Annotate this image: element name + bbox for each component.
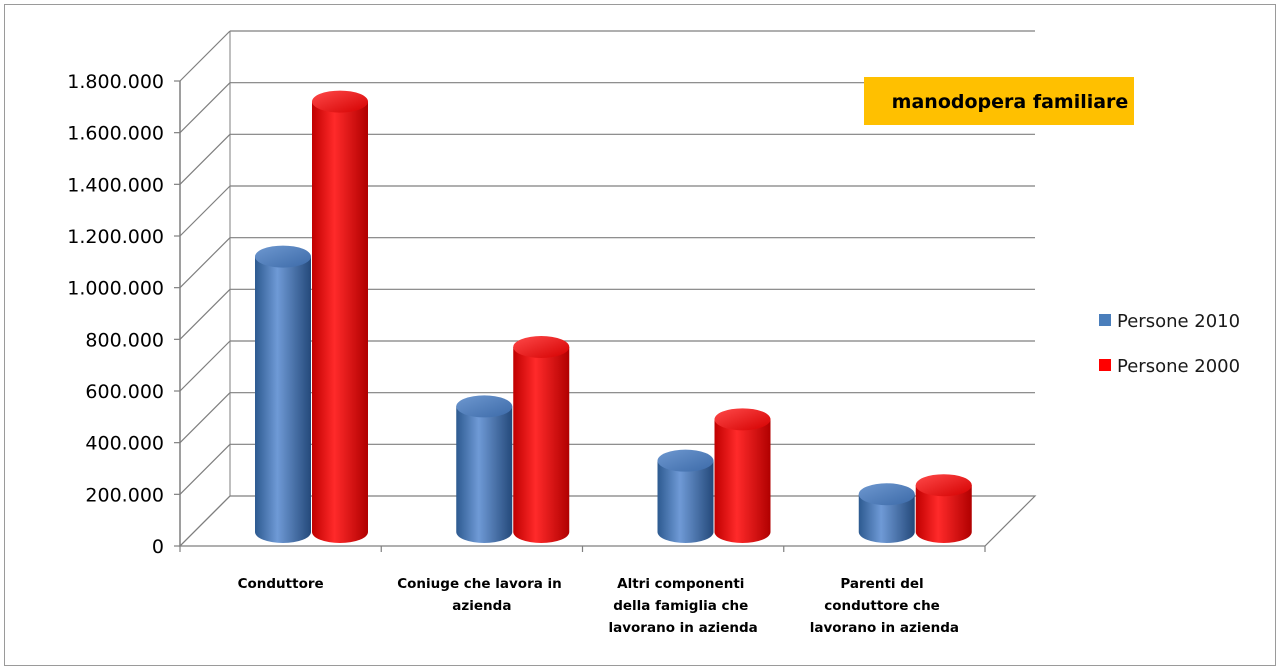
x-category-label-line: lavorano in azienda — [810, 620, 959, 636]
x-category-label-line: Conduttore — [238, 576, 324, 592]
x-category-label: Altri componenti della famiglia che lavo… — [609, 576, 758, 636]
bar-top — [858, 483, 915, 506]
y-tick-label: 1.200.000 — [67, 226, 164, 248]
bar-persone-2000 — [915, 474, 972, 543]
x-category-label: Coniuge che lavora in azienda — [397, 576, 566, 614]
bar-body — [657, 460, 714, 543]
bar-top — [657, 449, 714, 472]
gridline-diagonal — [179, 340, 231, 392]
gridline-diagonal — [179, 288, 231, 340]
bar-persone-2010 — [255, 245, 311, 543]
legend-swatch-persone-2000 — [1099, 359, 1111, 371]
chart-legend: Persone 2010 Persone 2000 — [1099, 311, 1240, 377]
x-category-label-line: Altri componenti — [617, 576, 744, 592]
bar-body — [714, 419, 771, 543]
x-category-label-line: Parenti del — [840, 576, 923, 592]
bar-top — [915, 474, 972, 497]
y-tick-label: 1.600.000 — [67, 123, 164, 145]
x-category-label-line: azienda — [452, 598, 511, 614]
bar-body — [858, 494, 915, 543]
y-tick-label: 0 — [152, 536, 164, 558]
bar-persone-2010 — [858, 483, 915, 543]
legend-swatch-persone-2010 — [1099, 314, 1111, 326]
y-tick-label: 800.000 — [85, 329, 164, 351]
bar-persone-2000 — [513, 336, 570, 543]
gridline-diagonal — [179, 30, 231, 82]
y-axis-tick-labels: 0 200.000 400.000 600.000 800.000 1.000.… — [67, 71, 164, 558]
chart-floor — [178, 495, 1037, 547]
bar-top — [456, 395, 513, 418]
y-tick-label: 1.800.000 — [67, 71, 164, 93]
bar-persone-2010 — [657, 449, 714, 543]
x-category-label-line: conduttore che — [824, 598, 940, 614]
y-tick-label: 400.000 — [85, 433, 164, 455]
x-category-label-line: lavorano in azienda — [609, 620, 758, 636]
y-tick-label: 600.000 — [85, 381, 164, 403]
chart-title-background — [864, 77, 1134, 125]
bar-top — [513, 336, 570, 358]
bar-body — [312, 101, 368, 543]
bar-top — [312, 90, 368, 113]
bar-persone-2010 — [456, 395, 513, 543]
gridline-diagonal — [179, 237, 231, 289]
chart-bars — [255, 90, 972, 543]
gridline-diagonal — [179, 82, 231, 134]
gridline-diagonal — [179, 185, 231, 237]
bar-top — [255, 245, 311, 268]
chart-title: manodopera familiare — [864, 77, 1134, 125]
gridline-diagonal — [179, 392, 231, 444]
bar-top — [714, 408, 771, 431]
legend-label-persone-2000: Persone 2000 — [1117, 356, 1240, 377]
x-category-label: Conduttore — [238, 576, 324, 592]
bar-persone-2000 — [312, 90, 368, 543]
bar-body — [456, 406, 513, 543]
chart-title-text: manodopera familiare — [892, 91, 1129, 113]
y-tick-label: 200.000 — [85, 484, 164, 506]
bar-persone-2000 — [714, 408, 771, 543]
x-category-label-line: Coniuge che lavora in — [397, 576, 562, 592]
y-tick-label: 1.000.000 — [67, 278, 164, 300]
bar-body — [915, 485, 972, 543]
gridline-diagonal — [179, 443, 231, 495]
y-tick-label: 1.400.000 — [67, 174, 164, 196]
x-axis-category-labels: Conduttore Coniuge che lavora in azienda… — [238, 576, 959, 636]
x-category-label: Parenti del conduttore che lavorano in a… — [810, 576, 959, 636]
gridline-diagonal — [179, 133, 231, 185]
bar-body — [513, 347, 570, 543]
x-category-label-line: della famiglia che — [613, 598, 748, 614]
bar-body — [255, 256, 311, 543]
legend-label-persone-2010: Persone 2010 — [1117, 311, 1240, 332]
